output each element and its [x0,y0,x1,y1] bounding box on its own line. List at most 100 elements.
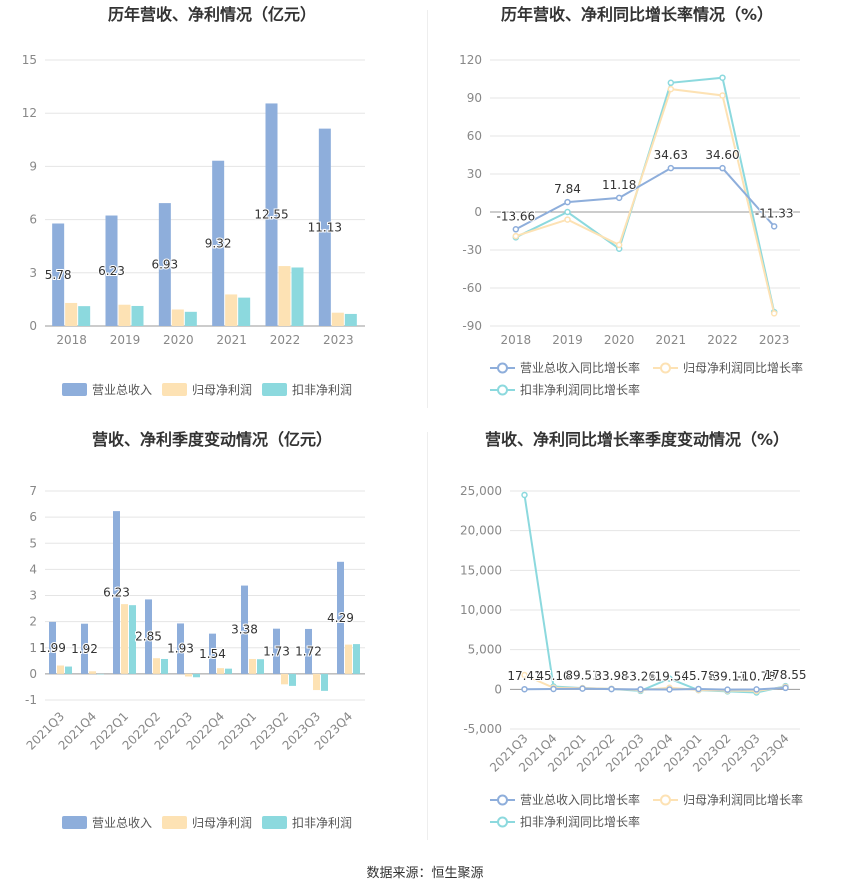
legend-swatch [162,383,187,396]
point-2 [666,675,673,682]
bar-1 [171,309,184,326]
data-label: 1.93 [167,642,194,656]
bar-1 [225,294,238,326]
y-tick-label: 30 [467,167,482,181]
y-tick-label: 3 [29,589,37,603]
bar-2 [321,673,328,691]
data-label: 17.41 [507,669,541,683]
legend-swatch [262,383,287,396]
data-label: 11.18 [602,178,636,192]
legend-marker [497,794,508,806]
bar-2 [129,605,136,674]
bar-1 [345,644,352,674]
bar-1 [121,604,128,674]
y-tick-label: 60 [467,129,482,143]
bar-2 [289,673,296,686]
y-tick-label: -1 [25,693,37,707]
quarterly-growth-rate-svg: 营收、净利同比增长率季度变动情况（%） -5,000 0 5,000 10,000 15,… [460,430,808,829]
y-tick-label: 2 [29,615,37,629]
x-tick-label: 2021 [216,333,247,347]
y-tick-label: 5 [29,536,37,550]
point-1 [521,671,528,679]
data-label: 6.93 [151,258,178,272]
data-label: 4.29 [327,611,354,625]
data-label: 34.60 [705,148,739,162]
data-label: 1.72 [295,644,322,658]
legend-label: 营业总收入同比增长率 [520,360,640,375]
data-label: -19.56 [650,669,689,683]
legend-swatch [162,816,187,829]
series-line-2 [523,494,786,694]
data-label: 178.55 [765,668,807,682]
point-0 [512,226,520,233]
bar-2 [353,644,360,674]
bar-0 [52,223,65,326]
point-0 [550,685,557,693]
legend-marker [497,362,508,374]
data-label: 33.98 [594,669,628,683]
annual-revenue-profit-svg: 历年营收、净利情况（亿元） 0 3 6 9 12 15 2018 2019 2020 2021 202… [22,5,365,397]
point-0 [753,686,760,693]
legend-label: 营业总收入 [92,816,152,830]
bar-0 [113,511,120,674]
bar-2 [344,313,357,326]
legend-label: 归母净利润同比增长率 [683,360,803,375]
x-tick-label: 2019 [110,333,141,347]
bar-0 [49,621,56,674]
point-0 [521,685,528,693]
bar-2 [131,305,144,326]
y-tick-label: -90 [462,319,482,333]
data-label: -3.26 [625,669,656,683]
x-tick-label: 2023 [323,333,354,347]
point-2 [564,208,571,216]
y-tick-label: 6 [29,213,37,227]
legend-label: 归母净利润同比增长率 [683,792,803,807]
x-tick-label: 2020 [604,333,635,347]
point-0 [615,194,623,202]
x-tick-label: 2023 [759,333,790,347]
bar-2 [78,306,91,326]
y-tick-label: 0 [29,319,37,333]
legend-label: 归母净利润 [192,816,252,830]
chart-title: 历年营收、净利同比增长率情况（%） [501,5,773,24]
y-tick-label: 25,000 [460,484,502,498]
bar-0 [337,561,344,674]
data-label: 89.51 [565,669,599,683]
legend-marker [660,794,671,806]
point-1 [564,216,571,223]
data-label: 6.23 [103,585,130,599]
bar-0 [81,623,88,674]
data-label: 1.54 [199,647,226,661]
bar-1 [57,665,64,674]
bar-1 [153,658,160,674]
bar-0 [177,623,184,674]
data-label: 6.23 [98,264,125,278]
y-tick-label: 15 [22,53,37,67]
divider-bottom [427,432,428,840]
bar-0 [145,599,152,674]
series-line-1 [515,88,776,314]
bar-0 [241,585,248,674]
y-tick-label: 7 [29,484,37,498]
annual-growth-rate-svg: 历年营收、净利同比增长率情况（%） -90 -60 -30 0 30 60 90 120 2018… [459,5,803,397]
y-tick-label: 0 [29,667,37,681]
bar-1 [118,304,131,326]
data-label: 9.32 [205,236,232,250]
data-label: -39.11 [708,670,747,684]
quarterly-revenue-profit-chart: 营收、净利季度变动情况（亿元） -1 0 1 2 3 4 5 6 7 2021Q3 2021Q4 202… [0,425,425,850]
legend-label: 扣非净利润 [292,383,352,397]
y-tick-label: 4 [29,562,37,576]
bar-1 [65,302,78,326]
quarterly-growth-rate-chart: 营收、净利同比增长率季度变动情况（%） -5,000 0 5,000 10,000 15,… [425,425,850,850]
y-tick-label: 9 [29,159,37,173]
data-label: 11.13 [308,220,342,234]
point-1 [512,232,520,240]
point-0 [579,685,586,692]
bar-2 [97,673,104,675]
quarterly-revenue-profit-svg: 营收、净利季度变动情况（亿元）-1012345672021Q32021Q4202… [24,430,365,830]
data-label: 3.38 [231,623,258,637]
legend-swatch [62,816,87,829]
y-tick-label: 3 [29,266,37,280]
data-label: 45.10 [536,669,570,683]
bar-2 [161,658,168,674]
